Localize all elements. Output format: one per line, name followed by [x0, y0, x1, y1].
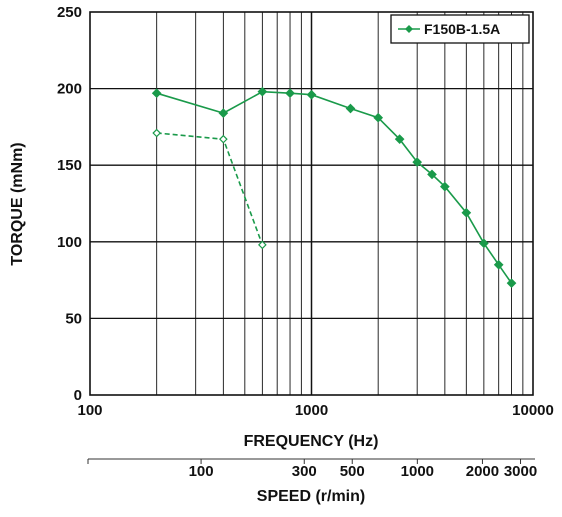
x-axis-title: FREQUENCY (Hz): [244, 433, 379, 450]
data-point-filled: [461, 207, 472, 218]
y-tick-labels: 0 50 100 150 200 250: [57, 4, 82, 404]
y-tick-label: 0: [74, 387, 82, 404]
plot-frame: [89, 11, 534, 396]
data-point-filled: [427, 169, 437, 180]
data-point-filled: [440, 181, 450, 192]
data-point-open: [258, 240, 267, 250]
data-point-filled: [345, 103, 356, 114]
grid-layer: [90, 12, 533, 395]
speed-axis-title: SPEED (r/min): [257, 488, 365, 505]
speed-tick-label: 100: [189, 463, 214, 480]
speed-axis-ticks: 100 300 500 1000 2000 3000: [87, 459, 537, 480]
speed-tick-label: 3000: [504, 463, 537, 480]
y-tick-label: 100: [57, 234, 82, 251]
speed-tick-label: 1000: [401, 463, 434, 480]
data-point-filled: [306, 89, 317, 100]
data-point-filled: [373, 112, 384, 123]
series-line-dashed: [156, 132, 264, 246]
data-point-filled: [479, 238, 489, 249]
data-point-filled: [394, 134, 405, 145]
legend-marker-diamond: [405, 25, 413, 33]
y-tick-label: 200: [57, 81, 82, 98]
legend: F150B-1.5A: [390, 14, 530, 44]
x-tick-labels: 100 1000 10000: [77, 402, 553, 419]
x-tick-label: 100: [77, 402, 102, 419]
speed-tick-label: 2000: [466, 463, 499, 480]
series-layer: [151, 86, 517, 289]
data-point-filled: [257, 86, 268, 97]
data-point-filled: [218, 108, 229, 118]
data-point-filled: [412, 157, 423, 167]
data-point-open: [152, 128, 162, 138]
y-axis-title: TORQUE (mNm): [9, 142, 26, 265]
series-line-solid: [156, 90, 513, 284]
x-tick-label: 10000: [512, 402, 554, 419]
data-point-open: [219, 134, 228, 144]
legend-label: F150B-1.5A: [424, 21, 500, 37]
speed-tick-label: 300: [292, 463, 317, 480]
y-tick-label: 250: [57, 4, 82, 21]
x-tick-label: 1000: [295, 402, 328, 419]
data-point-filled: [493, 259, 504, 270]
data-point-filled: [506, 278, 517, 289]
data-point-filled: [285, 88, 295, 99]
y-tick-label: 50: [65, 310, 82, 327]
speed-tick-label: 500: [340, 463, 365, 480]
y-tick-label: 150: [57, 157, 82, 174]
data-point-filled: [151, 88, 162, 99]
